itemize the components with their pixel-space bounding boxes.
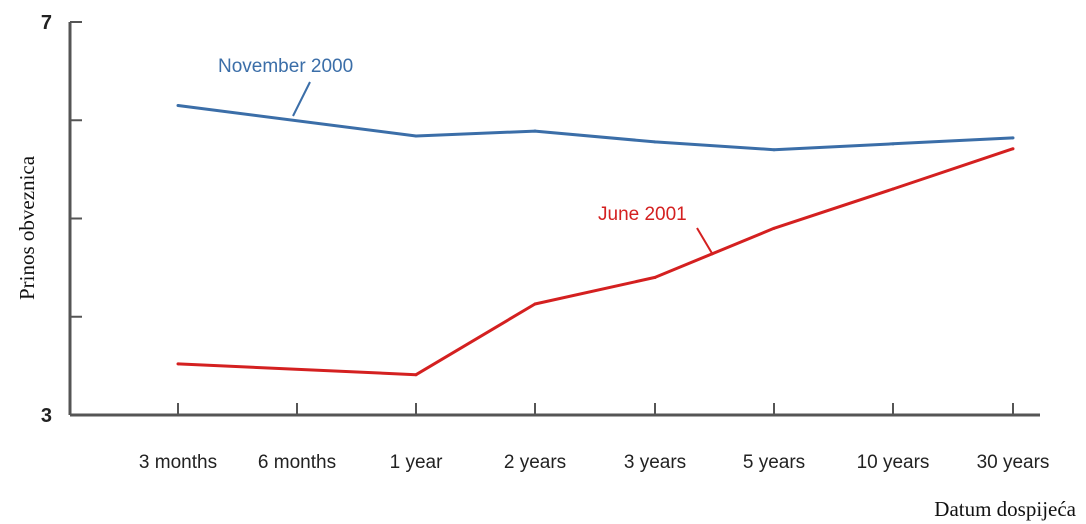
data-point: [772, 226, 776, 230]
series-line: [177, 104, 1014, 152]
x-tick-label: 5 years: [743, 452, 805, 473]
data-point: [414, 134, 418, 138]
data-point: [1011, 136, 1015, 140]
data-point: [533, 302, 537, 306]
series-labels: November 2000 June 2001: [218, 56, 714, 256]
x-tick-label: 2 years: [504, 452, 566, 473]
x-ticks: 3 months 6 months 1 year 2 years 3 years 5 ye…: [139, 403, 1050, 473]
y-tick-label: 3: [41, 405, 52, 427]
series-line: [177, 147, 1014, 377]
y-axis-title: Prinos obveznica: [15, 155, 39, 300]
x-tick-label: 3 months: [139, 452, 217, 473]
data-point: [772, 148, 776, 152]
data-point: [891, 187, 895, 191]
data-point: [891, 142, 895, 146]
y-ticks: 73: [41, 12, 82, 427]
x-tick-label: 3 years: [624, 452, 686, 473]
series-label: November 2000: [218, 56, 353, 77]
y-tick-label: 7: [41, 12, 52, 34]
data-point: [653, 275, 657, 279]
data-point: [653, 140, 657, 144]
x-tick-label: 6 months: [258, 452, 336, 473]
series-label-leader: [696, 227, 714, 256]
data-point: [414, 373, 418, 377]
data-point: [1011, 147, 1015, 151]
data-point: [533, 129, 537, 133]
series-label: June 2001: [598, 204, 687, 225]
x-tick-label: 1 year: [390, 452, 443, 473]
series-lines: [176, 104, 1015, 377]
x-tick-label: 10 years: [857, 452, 930, 473]
axes: [68, 22, 1040, 417]
series-label-leader: [292, 81, 311, 117]
x-axis-title: Datum dospijeća: [934, 497, 1076, 521]
data-point: [176, 362, 180, 366]
x-tick-label: 30 years: [977, 452, 1050, 473]
data-point: [176, 104, 180, 108]
